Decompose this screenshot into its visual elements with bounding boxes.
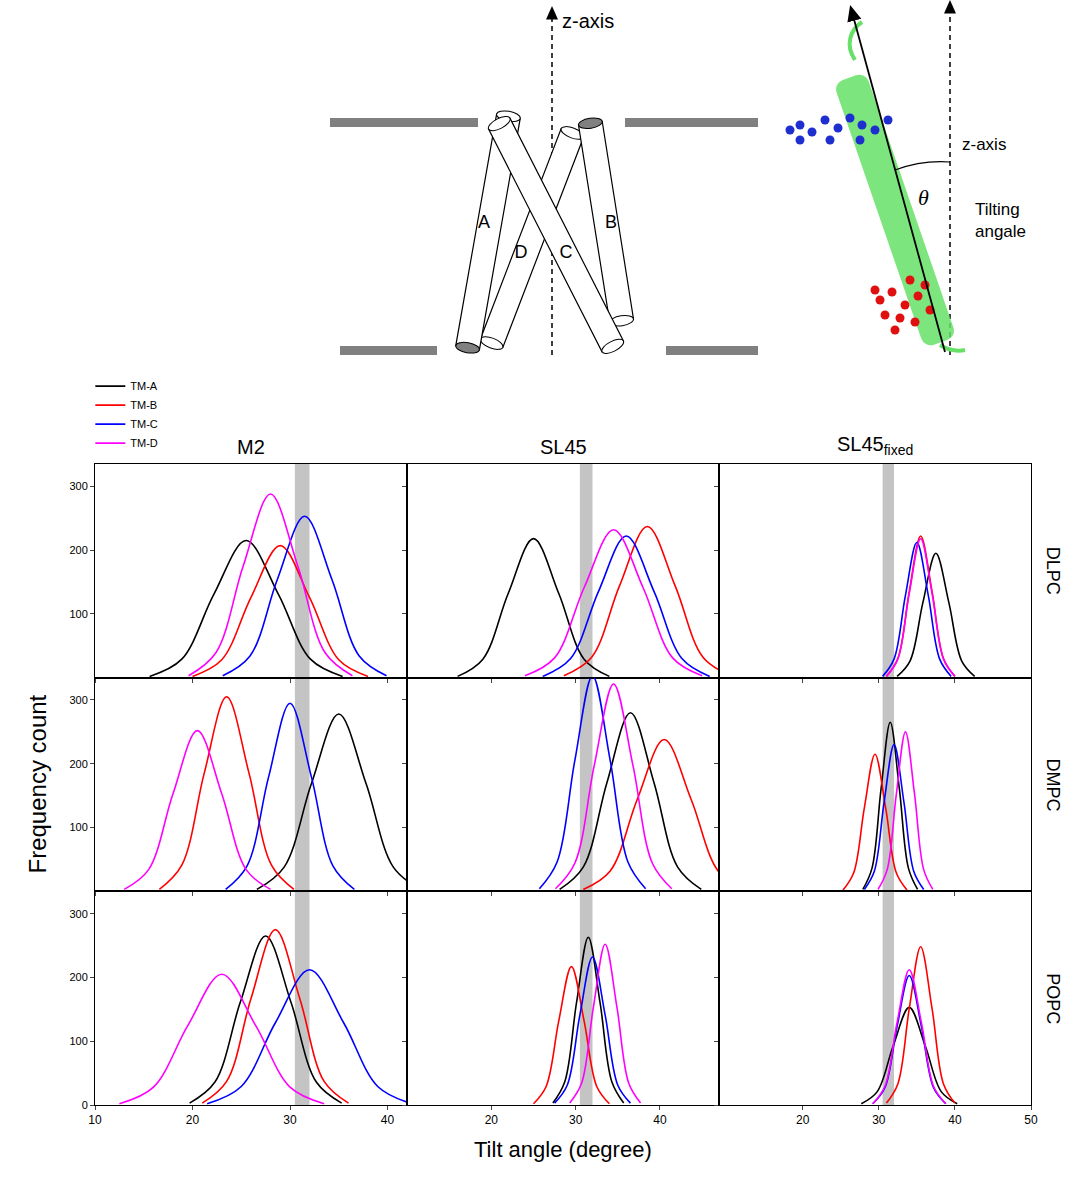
svg-text:300: 300 (69, 480, 87, 492)
svg-text:Tiltingangale: Tiltingangale (975, 200, 1026, 241)
svg-text:40: 40 (653, 1113, 667, 1127)
svg-text:300: 300 (69, 908, 87, 920)
svg-text:200: 200 (69, 758, 87, 770)
svg-text:z-axis: z-axis (562, 10, 614, 32)
svg-text:200: 200 (69, 544, 87, 556)
svg-text:DLPC: DLPC (1043, 547, 1063, 595)
svg-text:D: D (515, 242, 528, 262)
svg-text:A: A (478, 212, 490, 232)
svg-text:30: 30 (872, 1113, 886, 1127)
svg-text:SL45: SL45 (540, 436, 587, 458)
svg-text:300: 300 (69, 694, 87, 706)
svg-text:Frequency count: Frequency count (24, 694, 51, 873)
svg-text:TM-B: TM-B (130, 399, 157, 411)
svg-text:TM-A: TM-A (130, 380, 158, 392)
svg-text:10: 10 (88, 1113, 102, 1127)
svg-text:POPC: POPC (1043, 973, 1063, 1024)
svg-text:TM-C: TM-C (130, 418, 158, 430)
svg-text:M2: M2 (237, 436, 265, 458)
svg-text:0: 0 (82, 1099, 88, 1111)
svg-text:TM-D: TM-D (130, 437, 158, 449)
svg-text:Tilt angle (degree): Tilt angle (degree) (474, 1137, 652, 1162)
svg-text:z-axis: z-axis (962, 135, 1006, 154)
svg-text:C: C (560, 242, 573, 262)
svg-text:20: 20 (186, 1113, 200, 1127)
svg-text:100: 100 (69, 608, 87, 620)
svg-text:B: B (605, 212, 617, 232)
svg-text:DMPC: DMPC (1043, 759, 1063, 812)
svg-text:SL45​fixed​: SL45​fixed​ (837, 433, 913, 458)
svg-text:20: 20 (485, 1113, 499, 1127)
svg-text:40: 40 (381, 1113, 395, 1127)
svg-text:30: 30 (283, 1113, 297, 1127)
svg-text:200: 200 (69, 971, 87, 983)
svg-text:50: 50 (1024, 1113, 1038, 1127)
svg-text:20: 20 (796, 1113, 810, 1127)
svg-text:100: 100 (69, 821, 87, 833)
svg-text:θ: θ (918, 185, 929, 210)
svg-text:40: 40 (948, 1113, 962, 1127)
svg-text:30: 30 (569, 1113, 583, 1127)
svg-text:100: 100 (69, 1035, 87, 1047)
